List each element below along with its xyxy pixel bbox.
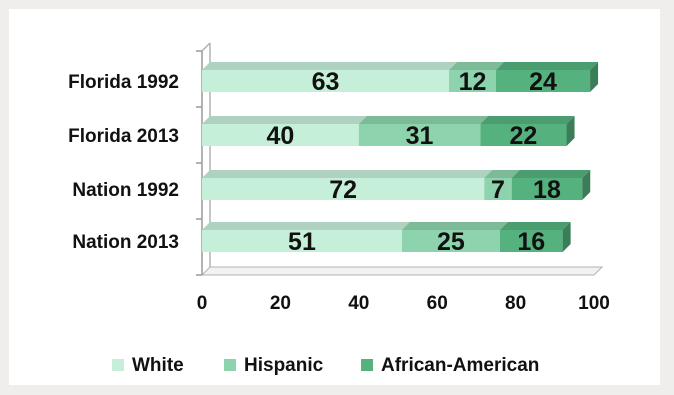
floor-plane	[200, 266, 604, 276]
x-tick-label: 40	[348, 293, 369, 314]
data-label: 51	[288, 228, 316, 256]
data-label: 7	[491, 176, 505, 204]
bar-top-face	[202, 116, 367, 124]
legend-label: African-American	[381, 355, 539, 376]
data-label: 22	[510, 122, 538, 150]
x-tick-label: 100	[578, 293, 610, 314]
bar-segment	[202, 70, 449, 92]
legend-swatch	[361, 359, 373, 371]
chart-frame: 0 20 40 60 80 100 Florida 1992 63 12 24 Florida 20…	[9, 9, 660, 385]
x-tick-label: 60	[427, 293, 448, 314]
bar-segment	[499, 230, 563, 252]
x-tick-label: 0	[197, 293, 208, 314]
bar-segment	[202, 178, 485, 200]
bar-segment	[480, 124, 567, 146]
legend-label: White	[132, 355, 184, 376]
axis-depth-edge	[201, 42, 211, 52]
bar-end-face	[566, 116, 575, 146]
bar-top-face	[511, 170, 591, 178]
bar-top-face	[202, 222, 410, 230]
bar-end-face	[562, 222, 571, 252]
bar-top-face	[480, 116, 575, 124]
bar-top-face	[496, 62, 599, 70]
bar-top-face	[358, 116, 489, 124]
data-label: 31	[406, 122, 434, 150]
data-label: 25	[437, 228, 465, 256]
bar-top-face	[202, 170, 493, 178]
bar-segment	[202, 230, 402, 252]
bar-segment	[496, 70, 591, 92]
legend-label: Hispanic	[244, 355, 324, 376]
data-label: 24	[529, 68, 557, 96]
bar-end-face	[590, 62, 599, 92]
bar-segment	[511, 178, 583, 200]
x-tick-label: 80	[505, 293, 526, 314]
data-label: 12	[459, 68, 487, 96]
bar-top-face	[499, 222, 571, 230]
stacked-bar-chart: 0 20 40 60 80 100 Florida 1992 63 12 24 Florida 20…	[68, 42, 610, 376]
data-label: 16	[517, 228, 545, 256]
bar-top-face	[448, 62, 504, 70]
bar-end-face	[582, 170, 591, 200]
category-label: Florida 1992	[68, 72, 179, 93]
data-label: 40	[266, 122, 294, 150]
legend-swatch	[224, 359, 236, 371]
bar-segment	[358, 124, 481, 146]
bar-top-face	[401, 222, 508, 230]
category-label: Florida 2013	[68, 126, 179, 147]
bar-top-face	[484, 170, 520, 178]
data-label: 72	[329, 176, 357, 204]
x-tick-label: 20	[270, 293, 291, 314]
data-label: 18	[533, 176, 561, 204]
bar-segment	[401, 230, 500, 252]
legend-swatch	[112, 359, 124, 371]
category-label: Nation 2013	[72, 232, 179, 253]
bar-top-face	[202, 62, 457, 70]
category-label: Nation 1992	[72, 180, 179, 201]
bar-segment	[448, 70, 496, 92]
bar-segment	[484, 178, 512, 200]
data-label: 63	[312, 68, 340, 96]
bar-segment	[202, 124, 359, 146]
